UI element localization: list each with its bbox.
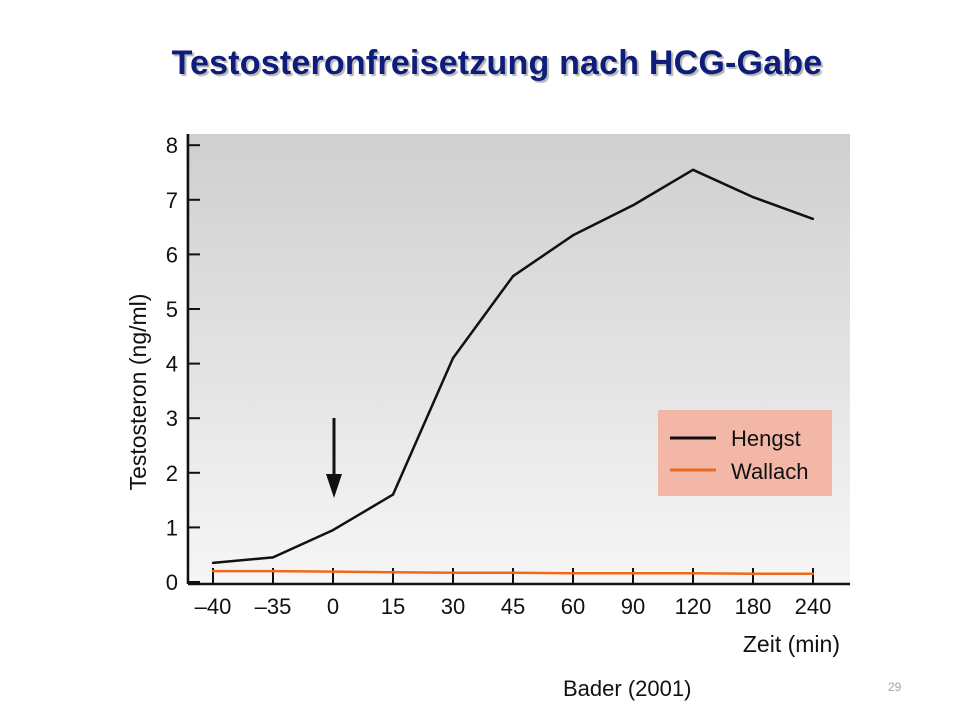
data-point-hengst <box>451 356 455 360</box>
data-point-wallach <box>211 569 215 573</box>
series <box>211 168 815 576</box>
hcg-arrow-head <box>326 474 342 498</box>
x-tick-label: –40 <box>195 594 232 619</box>
source-citation: Bader (2001) <box>563 676 692 701</box>
data-point-wallach <box>391 571 395 574</box>
data-point-wallach <box>691 572 695 575</box>
y-tick-label: 0 <box>166 570 178 595</box>
x-tick-label: 0 <box>327 594 339 619</box>
data-point-wallach <box>811 572 815 575</box>
y-tick-label: 5 <box>166 297 178 322</box>
data-point-wallach <box>451 571 455 574</box>
legend-label-wallach: Wallach <box>731 459 808 484</box>
x-axis-title: Zeit (min) <box>743 631 840 657</box>
data-point-hengst <box>391 493 395 496</box>
x-tick-label: 30 <box>441 594 465 619</box>
legend-box <box>658 410 832 496</box>
legend: Hengst Wallach <box>658 410 832 496</box>
y-tick-label: 7 <box>166 188 178 213</box>
data-point-wallach <box>271 569 275 573</box>
data-point-hengst <box>811 217 815 221</box>
annotations <box>326 418 342 498</box>
y-tick-label: 4 <box>166 352 178 377</box>
y-tick-label: 3 <box>166 406 178 431</box>
data-point-hengst <box>331 528 335 532</box>
data-point-hengst <box>271 556 275 559</box>
x-tick-label: 90 <box>621 594 645 619</box>
slide-title: Testosteronfreisetzung nach HCG-Gabe <box>171 44 823 82</box>
plot-background <box>186 134 850 584</box>
data-point-hengst <box>751 195 755 199</box>
x-tick-label: –35 <box>255 594 292 619</box>
x-tick-label: 180 <box>735 594 772 619</box>
y-tick-label: 1 <box>166 515 178 540</box>
x-tick-label: 15 <box>381 594 405 619</box>
x-tick-label: 120 <box>675 594 712 619</box>
data-point-wallach <box>751 572 755 575</box>
data-point-hengst <box>511 275 515 278</box>
data-point-hengst <box>571 234 575 237</box>
data-point-hengst <box>631 204 635 207</box>
x-tick-label: 60 <box>561 594 585 619</box>
legend-label-hengst: Hengst <box>731 426 801 451</box>
y-tick-label: 8 <box>166 133 178 158</box>
y-axis-title: Testosteron (ng/ml) <box>125 294 151 491</box>
data-point-hengst <box>211 561 215 565</box>
data-point-hengst <box>691 168 695 171</box>
data-point-wallach <box>331 570 335 573</box>
data-point-wallach <box>511 571 515 574</box>
x-tick-label: 45 <box>501 594 525 619</box>
y-tick-label: 2 <box>166 461 178 486</box>
page-number: 29 <box>888 680 902 694</box>
y-tick-label: 6 <box>166 242 178 267</box>
data-point-wallach <box>571 572 575 575</box>
x-tick-label: 240 <box>795 594 832 619</box>
data-point-wallach <box>631 572 635 575</box>
